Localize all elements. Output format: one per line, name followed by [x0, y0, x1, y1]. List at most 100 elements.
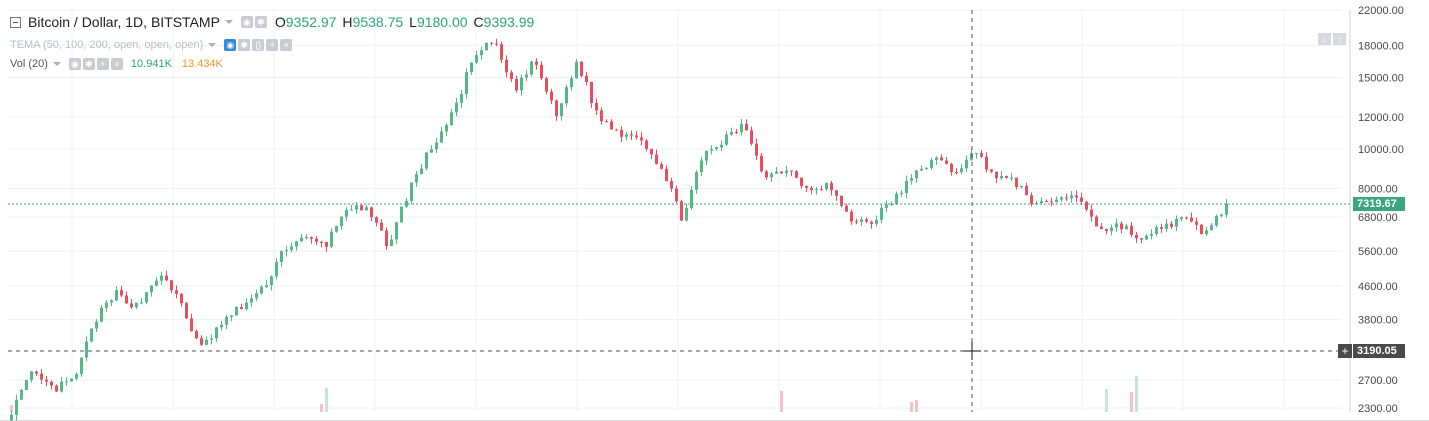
- candle-body: [545, 78, 548, 92]
- candle-body: [220, 324, 223, 328]
- eye-icon[interactable]: ◉: [224, 39, 237, 51]
- candle-body: [395, 222, 398, 240]
- candle-body: [165, 275, 168, 281]
- candle-body: [175, 290, 178, 294]
- candle-body: [765, 171, 768, 178]
- volume-bar: [780, 391, 783, 412]
- price-tick-label: 2300.00: [1358, 403, 1398, 415]
- candle-body: [1220, 214, 1223, 217]
- candle-body: [565, 87, 568, 104]
- candle-body: [1210, 225, 1213, 231]
- candle-body: [825, 183, 828, 190]
- add-alert-icon[interactable]: +: [1338, 344, 1352, 358]
- candle-body: [155, 280, 158, 286]
- candle-body: [1095, 216, 1098, 227]
- candle-body: [990, 169, 993, 172]
- candle-body: [520, 77, 523, 91]
- candle-body: [465, 72, 468, 95]
- volume-label[interactable]: Vol (20): [10, 58, 48, 70]
- candle-body: [905, 180, 908, 194]
- chevron-down-icon[interactable]: [52, 62, 61, 66]
- gear-icon[interactable]: ✱: [254, 16, 267, 28]
- candle-body: [390, 239, 393, 246]
- candle-body: [800, 177, 803, 187]
- candle-body: [865, 219, 868, 222]
- candle-body: [720, 144, 723, 148]
- candle-body: [1170, 223, 1173, 227]
- collapse-icon[interactable]: [10, 16, 21, 28]
- candle-body: [695, 172, 698, 190]
- arrow-down-icon[interactable]: ↓: [1318, 33, 1331, 45]
- candle-body: [350, 209, 353, 211]
- candle-body: [1025, 185, 1028, 196]
- candle-body: [255, 293, 258, 299]
- add-icon[interactable]: +: [266, 39, 279, 51]
- candle-body: [1150, 234, 1153, 236]
- candle-body: [1105, 229, 1108, 232]
- candle-body: [670, 181, 673, 189]
- candle-body: [805, 186, 808, 188]
- low-key: L: [409, 14, 417, 30]
- candle-body: [575, 61, 578, 79]
- candle-body: [1075, 195, 1078, 198]
- chevron-down-icon[interactable]: [208, 43, 217, 47]
- close-icon[interactable]: ×: [110, 58, 123, 70]
- candle-body: [640, 137, 643, 141]
- candle-body: [1080, 197, 1083, 202]
- candle-body: [835, 190, 838, 196]
- candle-body: [245, 302, 248, 310]
- price-tick-label: 4600.00: [1358, 281, 1398, 293]
- price-tick-label: 5600.00: [1358, 246, 1398, 258]
- candle-body: [1040, 201, 1043, 204]
- candle-body: [365, 207, 368, 211]
- candle-body: [420, 168, 423, 175]
- candle-body: [590, 82, 593, 104]
- tema-label[interactable]: TEMA (50, 100, 200, open, open, open): [10, 39, 204, 51]
- candle-body: [305, 237, 308, 239]
- candle-body: [935, 157, 938, 160]
- candle-body: [790, 170, 793, 172]
- candle-body: [870, 221, 873, 224]
- candle-body: [740, 123, 743, 133]
- candle-body: [890, 203, 893, 205]
- candles: [10, 38, 1228, 421]
- candle-body: [1130, 225, 1133, 235]
- candle-body: [815, 189, 818, 191]
- gear-icon[interactable]: ✱: [238, 39, 251, 51]
- candle-body: [180, 293, 183, 304]
- candle-body: [785, 170, 788, 174]
- candle-body: [855, 221, 858, 223]
- source-icon[interactable]: {}: [252, 39, 265, 51]
- price-axis[interactable]: 22000.00 18000.00 15000.00 12000.00 10000.00…: [1349, 5, 1404, 415]
- candle-body: [15, 399, 18, 415]
- candle-body: [625, 134, 628, 137]
- candle-body: [610, 121, 613, 130]
- candle-body: [950, 163, 953, 173]
- candle-body: [945, 160, 948, 164]
- candle-body: [425, 152, 428, 169]
- tema-legend: TEMA (50, 100, 200, open, open, open) ◉ …: [10, 39, 294, 51]
- close-icon[interactable]: ×: [280, 39, 293, 51]
- candle-body: [115, 290, 118, 301]
- candle-body: [895, 193, 898, 204]
- candle-body: [650, 148, 653, 155]
- arrow-up-icon[interactable]: ↑: [1333, 33, 1346, 45]
- candle-body: [1015, 177, 1018, 188]
- gear-icon[interactable]: ✱: [82, 58, 95, 70]
- eye-icon[interactable]: ◉: [68, 58, 81, 70]
- candle-body: [345, 210, 348, 217]
- volume-bars: [10, 376, 1138, 412]
- symbol-title[interactable]: Bitcoin / Dollar, 1D, BITSTAMP: [28, 14, 220, 30]
- candle-body: [1085, 201, 1088, 210]
- volume-bar: [325, 388, 328, 412]
- candle-body: [755, 143, 758, 156]
- candle-body: [130, 303, 133, 308]
- candle-body: [860, 219, 863, 222]
- candle-body: [225, 316, 228, 325]
- candle-body: [75, 374, 78, 379]
- add-icon[interactable]: +: [96, 58, 109, 70]
- eye-icon[interactable]: ◉: [240, 16, 253, 28]
- candle-body: [1065, 197, 1068, 199]
- chevron-down-icon[interactable]: [224, 20, 233, 24]
